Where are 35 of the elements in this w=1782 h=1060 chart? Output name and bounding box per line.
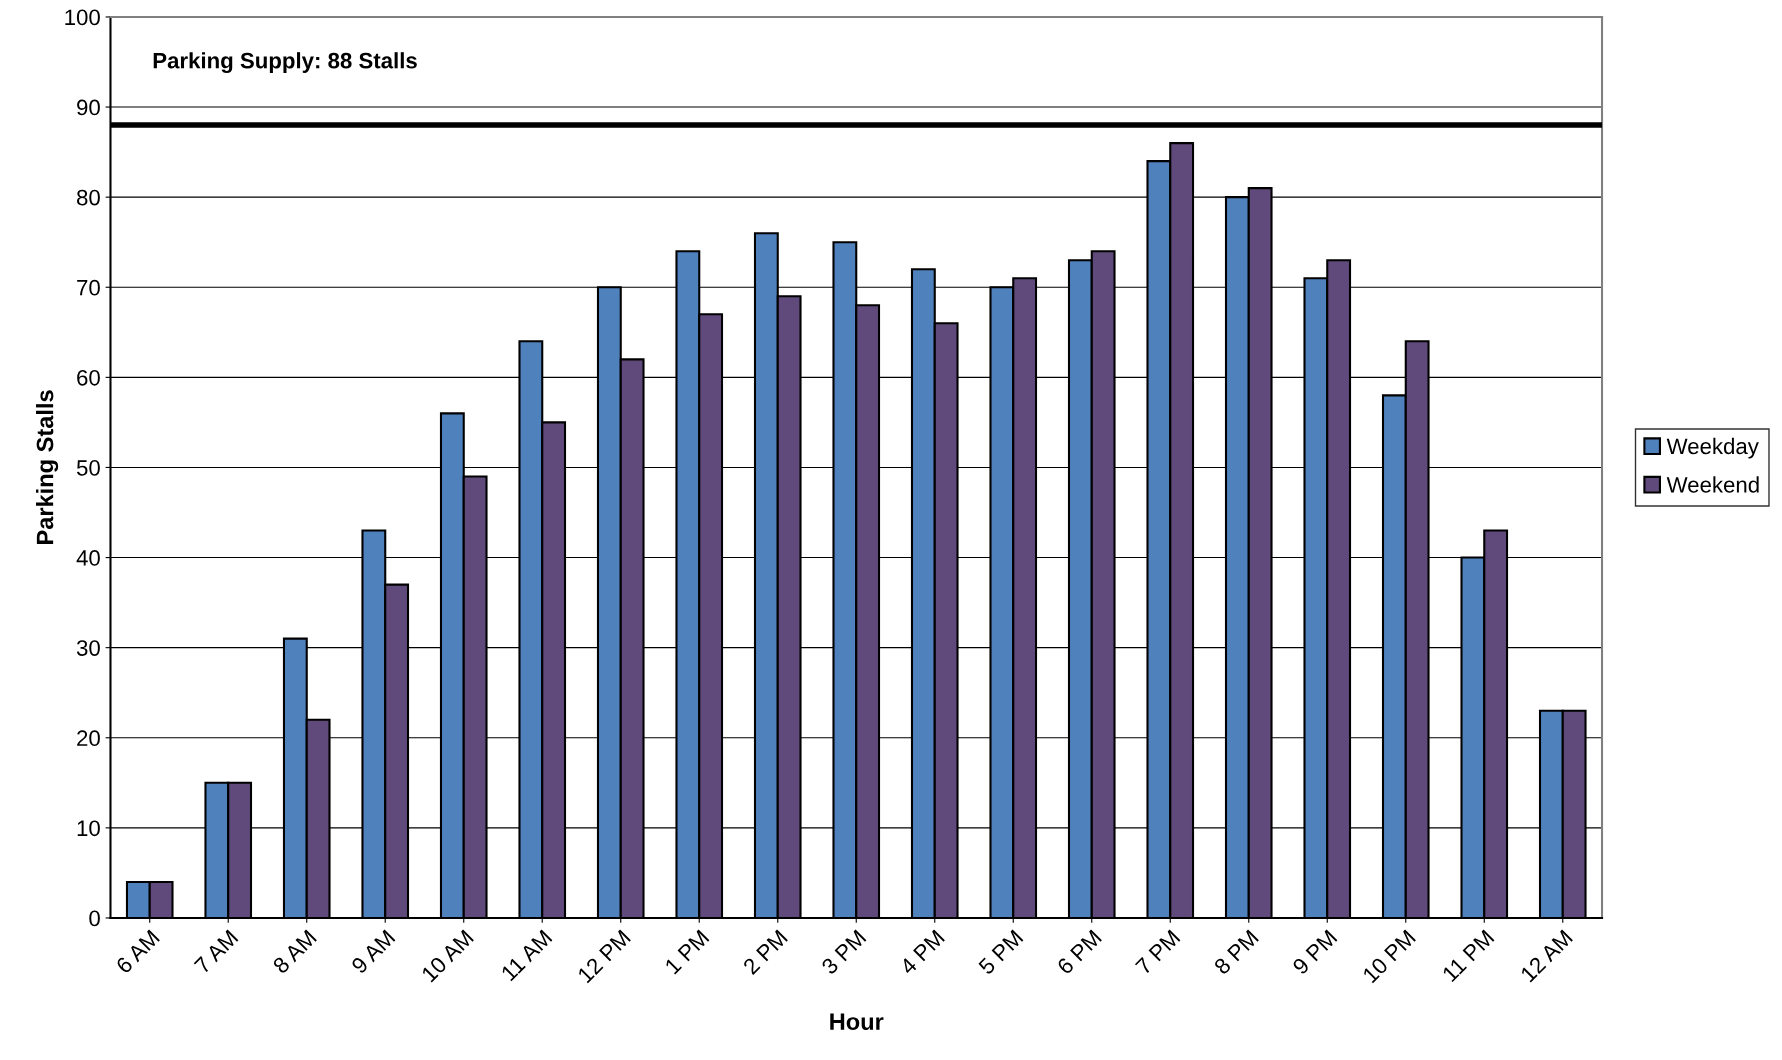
x-tick-label: 10 AM (420, 929, 474, 983)
x-tick-label: 11 AM (500, 929, 553, 982)
y-tick-label: 10 (77, 820, 100, 837)
x-tick-label: 6 AM (115, 929, 160, 975)
x-tick-label: 7 PM (1134, 929, 1181, 975)
x-tick-label: 9 AM (350, 929, 396, 975)
ref-line-label: Parking Supply: 88 Stalls (153, 52, 417, 73)
y-tick-label: 50 (76, 459, 100, 476)
x-tick-label: 11 PM (1441, 929, 1495, 983)
y-tick-label: 40 (76, 550, 100, 566)
y-tick-label: 60 (77, 369, 100, 386)
x-tick-label: 7 AM (193, 929, 239, 975)
x-tick-label: 2 PM (742, 929, 788, 975)
x-tick-label: 1 PM (664, 929, 710, 975)
x-tick-label: 3 PM (820, 929, 867, 976)
legend-label: Weekday (1666, 437, 1759, 459)
y-tick-label: 80 (77, 189, 100, 206)
x-tick-label: 12 PM (576, 929, 631, 984)
y-tick-label: 20 (77, 730, 100, 747)
y-tick-label: 100 (65, 9, 100, 26)
x-tick-label: 6 PM (1056, 929, 1103, 976)
legend-label: Weekend (1666, 476, 1759, 493)
y-tick-label: 70 (77, 279, 100, 296)
y-axis-title: Parking Stalls (36, 390, 59, 544)
y-tick-label: 30 (76, 640, 100, 656)
x-tick-label: 5 PM (977, 929, 1024, 976)
x-tick-label: 4 PM (899, 929, 945, 976)
x-tick-label: 12 AM (1519, 929, 1573, 983)
y-tick-label: 0 (89, 910, 100, 927)
y-tick-label: 90 (77, 99, 100, 116)
x-tick-label: 10 PM (1361, 929, 1417, 984)
x-tick-label: 9 PM (1291, 929, 1338, 976)
x-tick-label: 8 AM (272, 929, 317, 975)
x-axis-title: Hour (830, 1013, 884, 1031)
x-tick-label: 8 PM (1213, 929, 1260, 976)
